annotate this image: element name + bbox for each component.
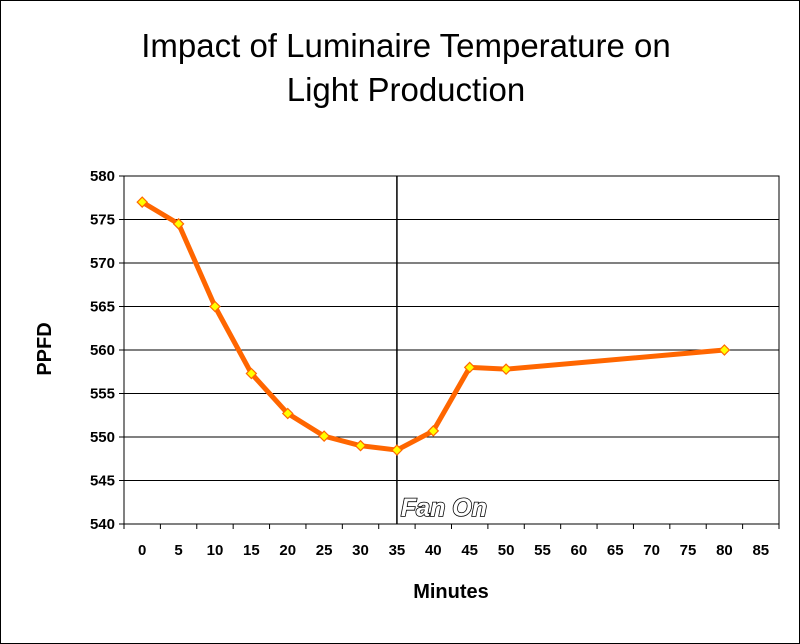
x-tick-label-40: 40 — [425, 542, 442, 559]
data-point-45 — [463, 361, 476, 374]
fan-on-annotation: Fan On — [396, 176, 488, 524]
gridlines — [124, 175, 779, 525]
x-tick-label-85: 85 — [752, 542, 769, 559]
data-point-40 — [427, 425, 440, 437]
data-point-0 — [136, 196, 149, 208]
x-tick-label-10: 10 — [207, 542, 224, 559]
data-point-35 — [391, 444, 403, 456]
x-tick-label-20: 20 — [279, 542, 296, 559]
x-tick-label-70: 70 — [643, 542, 660, 559]
axes: 540 545 550 555 560 565 570 575 580 0 5 10 15 20 25 30 3… — [90, 168, 780, 559]
data-point-15 — [245, 367, 258, 380]
y-tick-label-555: 555 — [90, 386, 115, 403]
y-tick-label-545: 545 — [90, 473, 115, 490]
x-tick-label-55: 55 — [534, 542, 551, 559]
x-tick-label-5: 5 — [174, 542, 182, 559]
x-tick-label-80: 80 — [716, 542, 733, 559]
x-tick-label-60: 60 — [571, 542, 588, 559]
y-tick-label-570: 570 — [90, 255, 115, 272]
data-point-5 — [172, 218, 185, 230]
y-tick-label-580: 580 — [90, 168, 115, 185]
x-tick-label-30: 30 — [352, 542, 369, 559]
x-tick-label-35: 35 — [389, 542, 406, 559]
chart-title-line-1: Impact of Luminaire Temperature on — [141, 27, 671, 64]
x-tick-label-25: 25 — [316, 542, 333, 559]
series-ppfd — [136, 196, 731, 456]
data-point-80 — [718, 344, 731, 356]
data-point-30 — [354, 439, 367, 452]
y-axis-title: PPFD — [34, 322, 56, 375]
data-point-10 — [209, 300, 221, 313]
y-tick-label-575: 575 — [90, 212, 115, 229]
x-axis-title: Minutes — [413, 581, 489, 603]
x-tick-label-65: 65 — [607, 542, 624, 559]
chart-title-line-2: Light Production — [287, 71, 526, 108]
x-tick-label-75: 75 — [680, 542, 697, 559]
data-point-25 — [318, 430, 330, 442]
series-line — [139, 199, 727, 453]
fan-on-label: Fan On — [401, 494, 487, 522]
x-tick-label-15: 15 — [243, 542, 260, 559]
x-tick-label-0: 0 — [138, 542, 146, 559]
y-tick-label-565: 565 — [90, 299, 115, 316]
data-point-20 — [281, 407, 294, 420]
x-tick-label-50: 50 — [498, 542, 515, 559]
y-tick-label-550: 550 — [90, 429, 115, 446]
data-point-50 — [500, 363, 512, 375]
y-tick-label-560: 560 — [90, 342, 115, 359]
x-tick-label-45: 45 — [461, 542, 478, 559]
y-tick-label-540: 540 — [90, 516, 115, 533]
